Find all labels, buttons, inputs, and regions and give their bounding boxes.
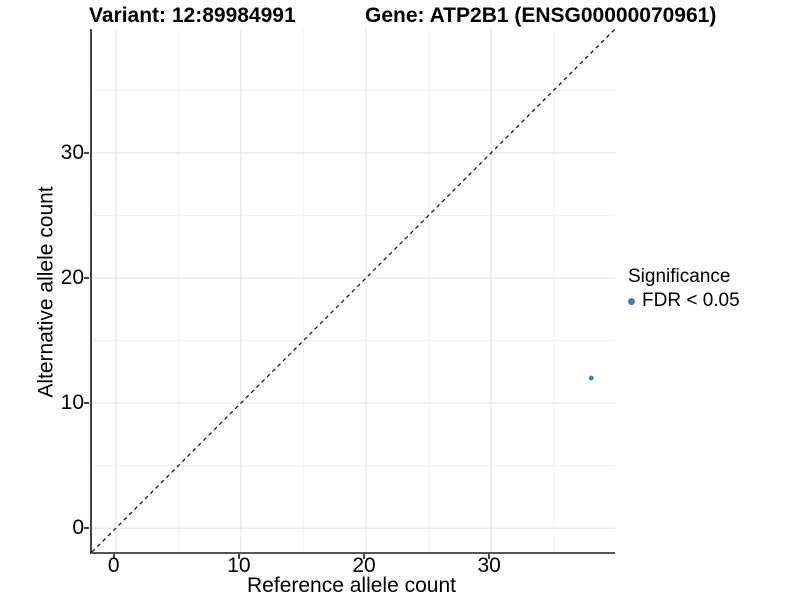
x-tick-mark xyxy=(237,554,240,559)
y-tick-label: 30 xyxy=(60,140,84,164)
plot-area xyxy=(91,28,616,553)
y-tick-mark xyxy=(84,402,89,405)
plot-title-variant: Variant: 12:89984991 xyxy=(89,4,296,27)
x-tick-mark xyxy=(488,554,491,559)
data-point[interactable] xyxy=(588,375,594,381)
x-tick-mark xyxy=(112,554,115,559)
x-tick-label: 20 xyxy=(352,554,376,577)
plot-panel xyxy=(90,28,616,554)
y-tick-label: 10 xyxy=(60,391,84,415)
x-tick-label: 30 xyxy=(477,554,501,577)
legend: Significance FDR < 0.05 xyxy=(628,266,740,312)
legend-title: Significance xyxy=(628,266,731,287)
x-tick-label: 10 xyxy=(227,554,251,577)
plot-title-gene: Gene: ATP2B1 (ENSG00000070961) xyxy=(365,4,717,27)
y-axis-title: Alternative allele count xyxy=(34,186,58,398)
y-tick-label: 0 xyxy=(72,516,84,540)
legend-entry: FDR < 0.05 xyxy=(628,290,740,312)
x-tick-label: 0 xyxy=(107,554,120,577)
legend-entry-label: FDR < 0.05 xyxy=(642,290,740,311)
y-tick-label: 20 xyxy=(60,265,84,289)
identity-dashed-line xyxy=(91,28,616,553)
y-tick-mark xyxy=(84,151,89,154)
x-tick-mark xyxy=(363,554,365,559)
y-tick-mark xyxy=(84,527,89,530)
legend-point-icon xyxy=(628,297,635,305)
y-tick-mark xyxy=(84,276,89,279)
x-axis-title: Reference allele count xyxy=(247,574,456,597)
